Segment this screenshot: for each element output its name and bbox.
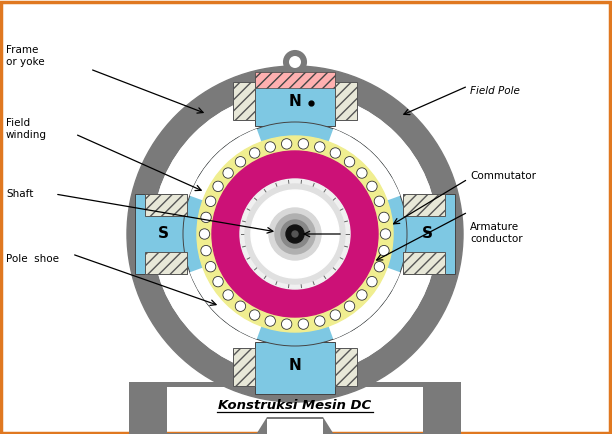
Text: N: N [289,358,301,374]
Circle shape [374,262,384,272]
Text: S: S [422,227,433,241]
Circle shape [235,301,245,312]
Circle shape [289,56,301,68]
Polygon shape [129,387,461,434]
Text: Frame
or yoke: Frame or yoke [6,45,45,67]
Text: Field
winding: Field winding [6,118,47,140]
Circle shape [282,319,292,329]
Circle shape [298,319,308,329]
Text: Shaft: Shaft [6,189,34,199]
Bar [255,74,335,126]
Bar [255,342,335,394]
Bar [335,348,357,386]
Circle shape [367,181,377,191]
Circle shape [213,276,223,287]
Text: Commutator: Commutator [470,171,536,181]
Wedge shape [183,137,295,331]
Circle shape [223,168,233,178]
Circle shape [213,181,223,191]
Bar [129,387,167,434]
Circle shape [282,139,292,149]
Circle shape [357,168,367,178]
Bar [135,194,187,274]
Circle shape [200,229,210,239]
Circle shape [286,225,304,243]
Circle shape [374,196,384,207]
Bar [403,194,455,274]
Circle shape [292,231,298,237]
Bar [255,72,335,88]
Circle shape [127,66,463,402]
Circle shape [367,276,377,287]
Circle shape [250,310,260,320]
Circle shape [269,208,321,260]
Text: Armature
conductor: Armature conductor [470,222,523,243]
Circle shape [379,246,389,256]
Circle shape [201,246,211,256]
Text: Konstruksi Mesin DC: Konstruksi Mesin DC [218,399,371,412]
Polygon shape [129,382,461,387]
Circle shape [201,212,211,223]
Bar [233,348,255,386]
Bar [335,82,357,120]
Circle shape [357,290,367,300]
Circle shape [265,142,275,152]
Circle shape [153,92,437,376]
Circle shape [330,310,340,320]
Wedge shape [295,234,400,339]
Bar [145,252,187,274]
Text: Pole  shoe: Pole shoe [6,254,59,264]
Bar [403,194,445,216]
Circle shape [251,190,339,278]
Circle shape [284,51,306,73]
Circle shape [281,220,309,248]
Circle shape [235,157,245,167]
Circle shape [330,148,340,158]
Circle shape [298,139,308,149]
Wedge shape [198,234,392,346]
Circle shape [223,290,233,300]
Circle shape [380,229,390,239]
Wedge shape [295,137,407,331]
Circle shape [315,316,325,326]
Circle shape [315,142,325,152]
Circle shape [153,92,437,376]
Circle shape [345,301,355,312]
Circle shape [206,196,216,207]
Wedge shape [295,129,400,234]
Circle shape [265,316,275,326]
Bar [145,194,187,216]
Circle shape [275,214,315,254]
Wedge shape [190,234,295,339]
Text: N: N [289,95,301,109]
Wedge shape [198,122,392,234]
Circle shape [240,179,350,289]
Circle shape [245,184,345,284]
Text: S: S [157,227,168,241]
Circle shape [206,262,216,272]
Bar [403,252,445,274]
Circle shape [212,151,378,317]
Circle shape [379,212,389,223]
Text: Field Pole: Field Pole [470,86,520,96]
Bar [233,82,255,120]
Bar [267,419,323,434]
Wedge shape [190,129,295,234]
Circle shape [345,157,355,167]
Circle shape [250,148,260,158]
Circle shape [197,136,393,332]
Bar [423,387,461,434]
